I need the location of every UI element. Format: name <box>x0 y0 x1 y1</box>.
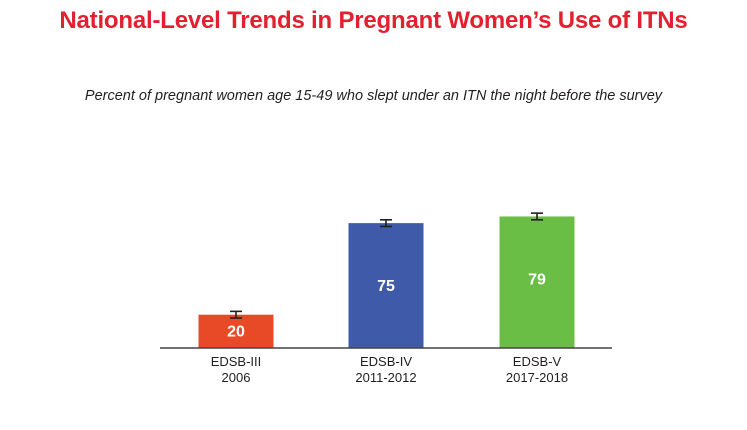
bar-1 <box>198 314 274 348</box>
tick-label-1-1: EDSB-III <box>211 354 262 369</box>
tick-label-2-2: 2011-2012 <box>355 370 416 385</box>
tick-label-3-2: 2017-2018 <box>506 370 568 385</box>
bar-3 <box>499 216 575 348</box>
tick-label-3-1: EDSB-V <box>513 354 562 369</box>
chart-subtitle: Percent of pregnant women age 15-49 who … <box>84 88 663 104</box>
tick-label-2-1: EDSB-IV <box>360 354 412 369</box>
error-bar-1 <box>230 310 242 319</box>
error-bar-3 <box>531 212 543 221</box>
chart-title: National-Level Trends in Pregnant Women’… <box>59 7 688 34</box>
data-label-3: 79 <box>528 271 546 288</box>
error-bar-2 <box>380 218 392 228</box>
data-label-2: 75 <box>377 278 395 295</box>
data-label-1: 20 <box>227 324 245 341</box>
tick-label-1-2: 2006 <box>222 370 251 385</box>
bar-2 <box>348 223 424 348</box>
